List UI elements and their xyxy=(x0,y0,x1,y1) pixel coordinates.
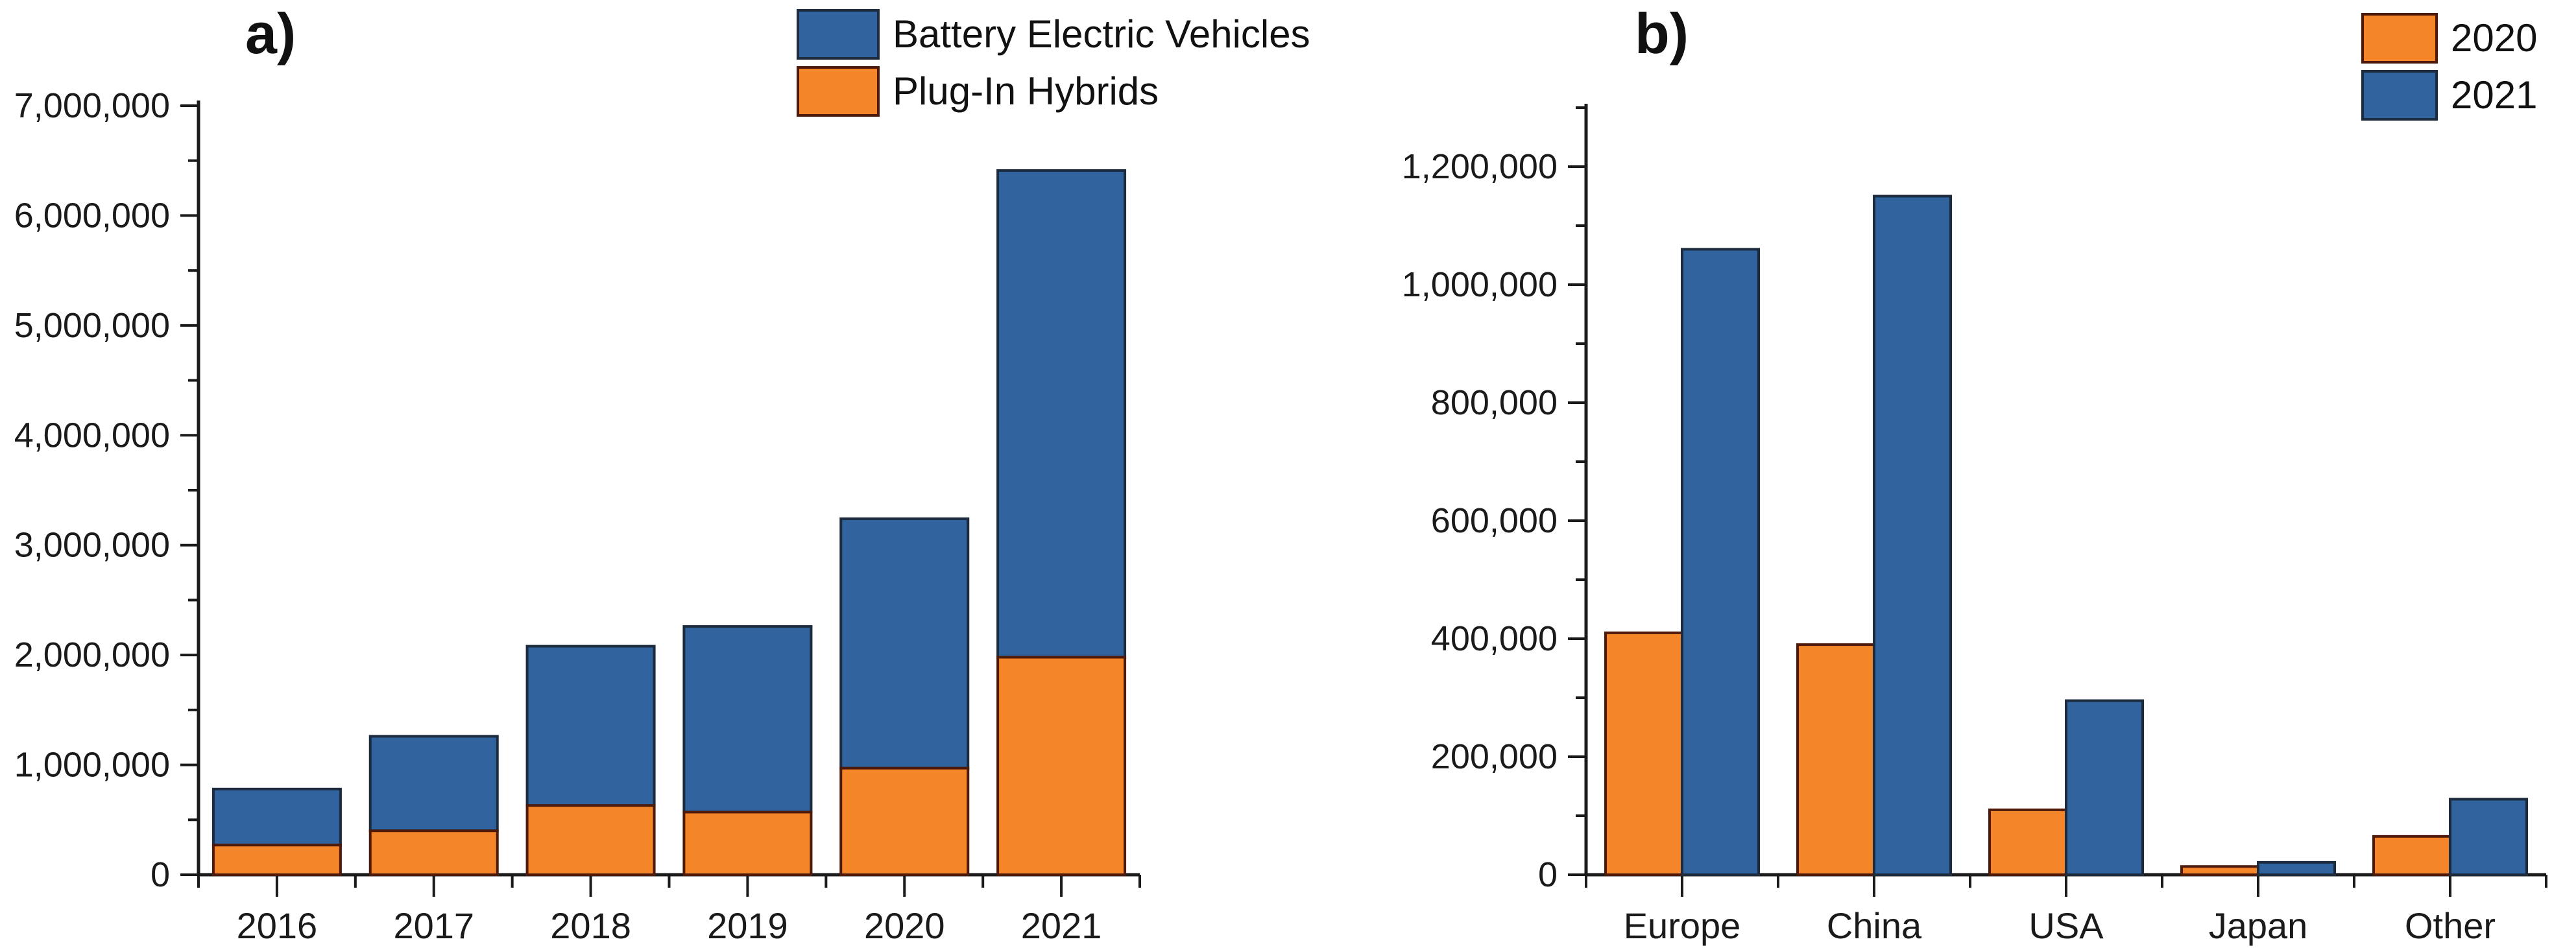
x-tick-label-a-2016: 2016 xyxy=(237,905,318,946)
bar-b-china-2020 xyxy=(1796,643,1875,876)
phev-color-swatch xyxy=(797,66,880,117)
x-tick-label-a-2017: 2017 xyxy=(393,905,474,946)
y-tick-label-a-4000000: 4,000,000 xyxy=(14,416,170,455)
bev-color-swatch xyxy=(797,9,880,60)
bar-a-2019-plug-in-hybrids xyxy=(682,811,813,876)
x-tick-label-b-usa: USA xyxy=(2028,905,2104,946)
y-tick-label-b-800000: 800,000 xyxy=(1431,383,1558,422)
x-tick-label-b-other: Other xyxy=(2405,905,2496,946)
legend-item-2020: 2020 xyxy=(2361,13,2537,64)
bar-a-2017-battery-electric-vehicles xyxy=(368,735,499,833)
year-2021-color-swatch xyxy=(2361,70,2438,121)
y-tick-label-b-400000: 400,000 xyxy=(1431,619,1558,658)
bar-a-2016-plug-in-hybrids xyxy=(211,844,342,876)
x-tick-label-a-2021: 2021 xyxy=(1021,905,1102,946)
y-tick-label-a-3000000: 3,000,000 xyxy=(14,526,170,565)
x-tick-label-b-europe: Europe xyxy=(1624,905,1741,946)
bar-a-2021-plug-in-hybrids xyxy=(996,656,1127,876)
year-2020-color-swatch xyxy=(2361,13,2438,64)
bar-b-usa-2020 xyxy=(1988,808,2067,877)
bar-b-china-2021 xyxy=(1873,195,1952,876)
x-tick-label-a-2019: 2019 xyxy=(707,905,788,946)
bar-b-other-2021 xyxy=(2449,798,2528,877)
bar-a-2020-plug-in-hybrids xyxy=(839,766,970,877)
bar-b-europe-2020 xyxy=(1604,631,1683,877)
y-tick-label-b-1000000: 1,000,000 xyxy=(1402,265,1558,304)
x-tick-label-b-japan: Japan xyxy=(2209,905,2308,946)
legend-label-2021: 2021 xyxy=(2451,73,2538,117)
x-tick-label-a-2018: 2018 xyxy=(550,905,631,946)
x-tick-label-a-2020: 2020 xyxy=(864,905,945,946)
legend-label-battery-electric-vehicles: Battery Electric Vehicles xyxy=(893,12,1310,56)
legend-label-plug-in-hybrids: Plug-In Hybrids xyxy=(893,69,1159,113)
legend-item-2021: 2021 xyxy=(2361,70,2537,121)
x-tick-label-b-china: China xyxy=(1827,905,1922,946)
chart-b-legend: 2020 2021 xyxy=(2361,13,2537,121)
bar-a-2018-plug-in-hybrids xyxy=(525,804,656,877)
legend-item-plug-in-hybrids: Plug-In Hybrids xyxy=(797,66,1310,117)
y-tick-label-b-600000: 600,000 xyxy=(1431,501,1558,540)
bar-a-2016-battery-electric-vehicles xyxy=(211,787,342,847)
y-tick-label-a-7000000: 7,000,000 xyxy=(14,86,170,125)
bar-a-2017-plug-in-hybrids xyxy=(368,829,499,876)
y-tick-label-a-1000000: 1,000,000 xyxy=(14,746,170,785)
bar-b-usa-2021 xyxy=(2065,699,2144,877)
y-tick-label-a-6000000: 6,000,000 xyxy=(14,196,170,235)
bar-b-japan-2020 xyxy=(2180,865,2259,877)
bar-b-europe-2021 xyxy=(1681,248,1760,876)
panel-a-label: a) xyxy=(245,1,296,65)
y-tick-label-a-0: 0 xyxy=(150,855,170,894)
chart-a-legend: Battery Electric Vehicles Plug-In Hybrid… xyxy=(797,9,1310,117)
panel-b-label: b) xyxy=(1635,1,1689,65)
y-tick-label-b-200000: 200,000 xyxy=(1431,737,1558,776)
bar-b-other-2020 xyxy=(2372,835,2451,876)
y-tick-label-b-1200000: 1,200,000 xyxy=(1402,147,1558,186)
y-tick-label-a-2000000: 2,000,000 xyxy=(14,635,170,674)
legend-item-battery-electric-vehicles: Battery Electric Vehicles xyxy=(797,9,1310,60)
bar-b-japan-2021 xyxy=(2257,860,2336,877)
legend-label-2020: 2020 xyxy=(2451,16,2538,60)
y-tick-label-a-5000000: 5,000,000 xyxy=(14,306,170,345)
y-tick-label-b-0: 0 xyxy=(1538,855,1558,894)
